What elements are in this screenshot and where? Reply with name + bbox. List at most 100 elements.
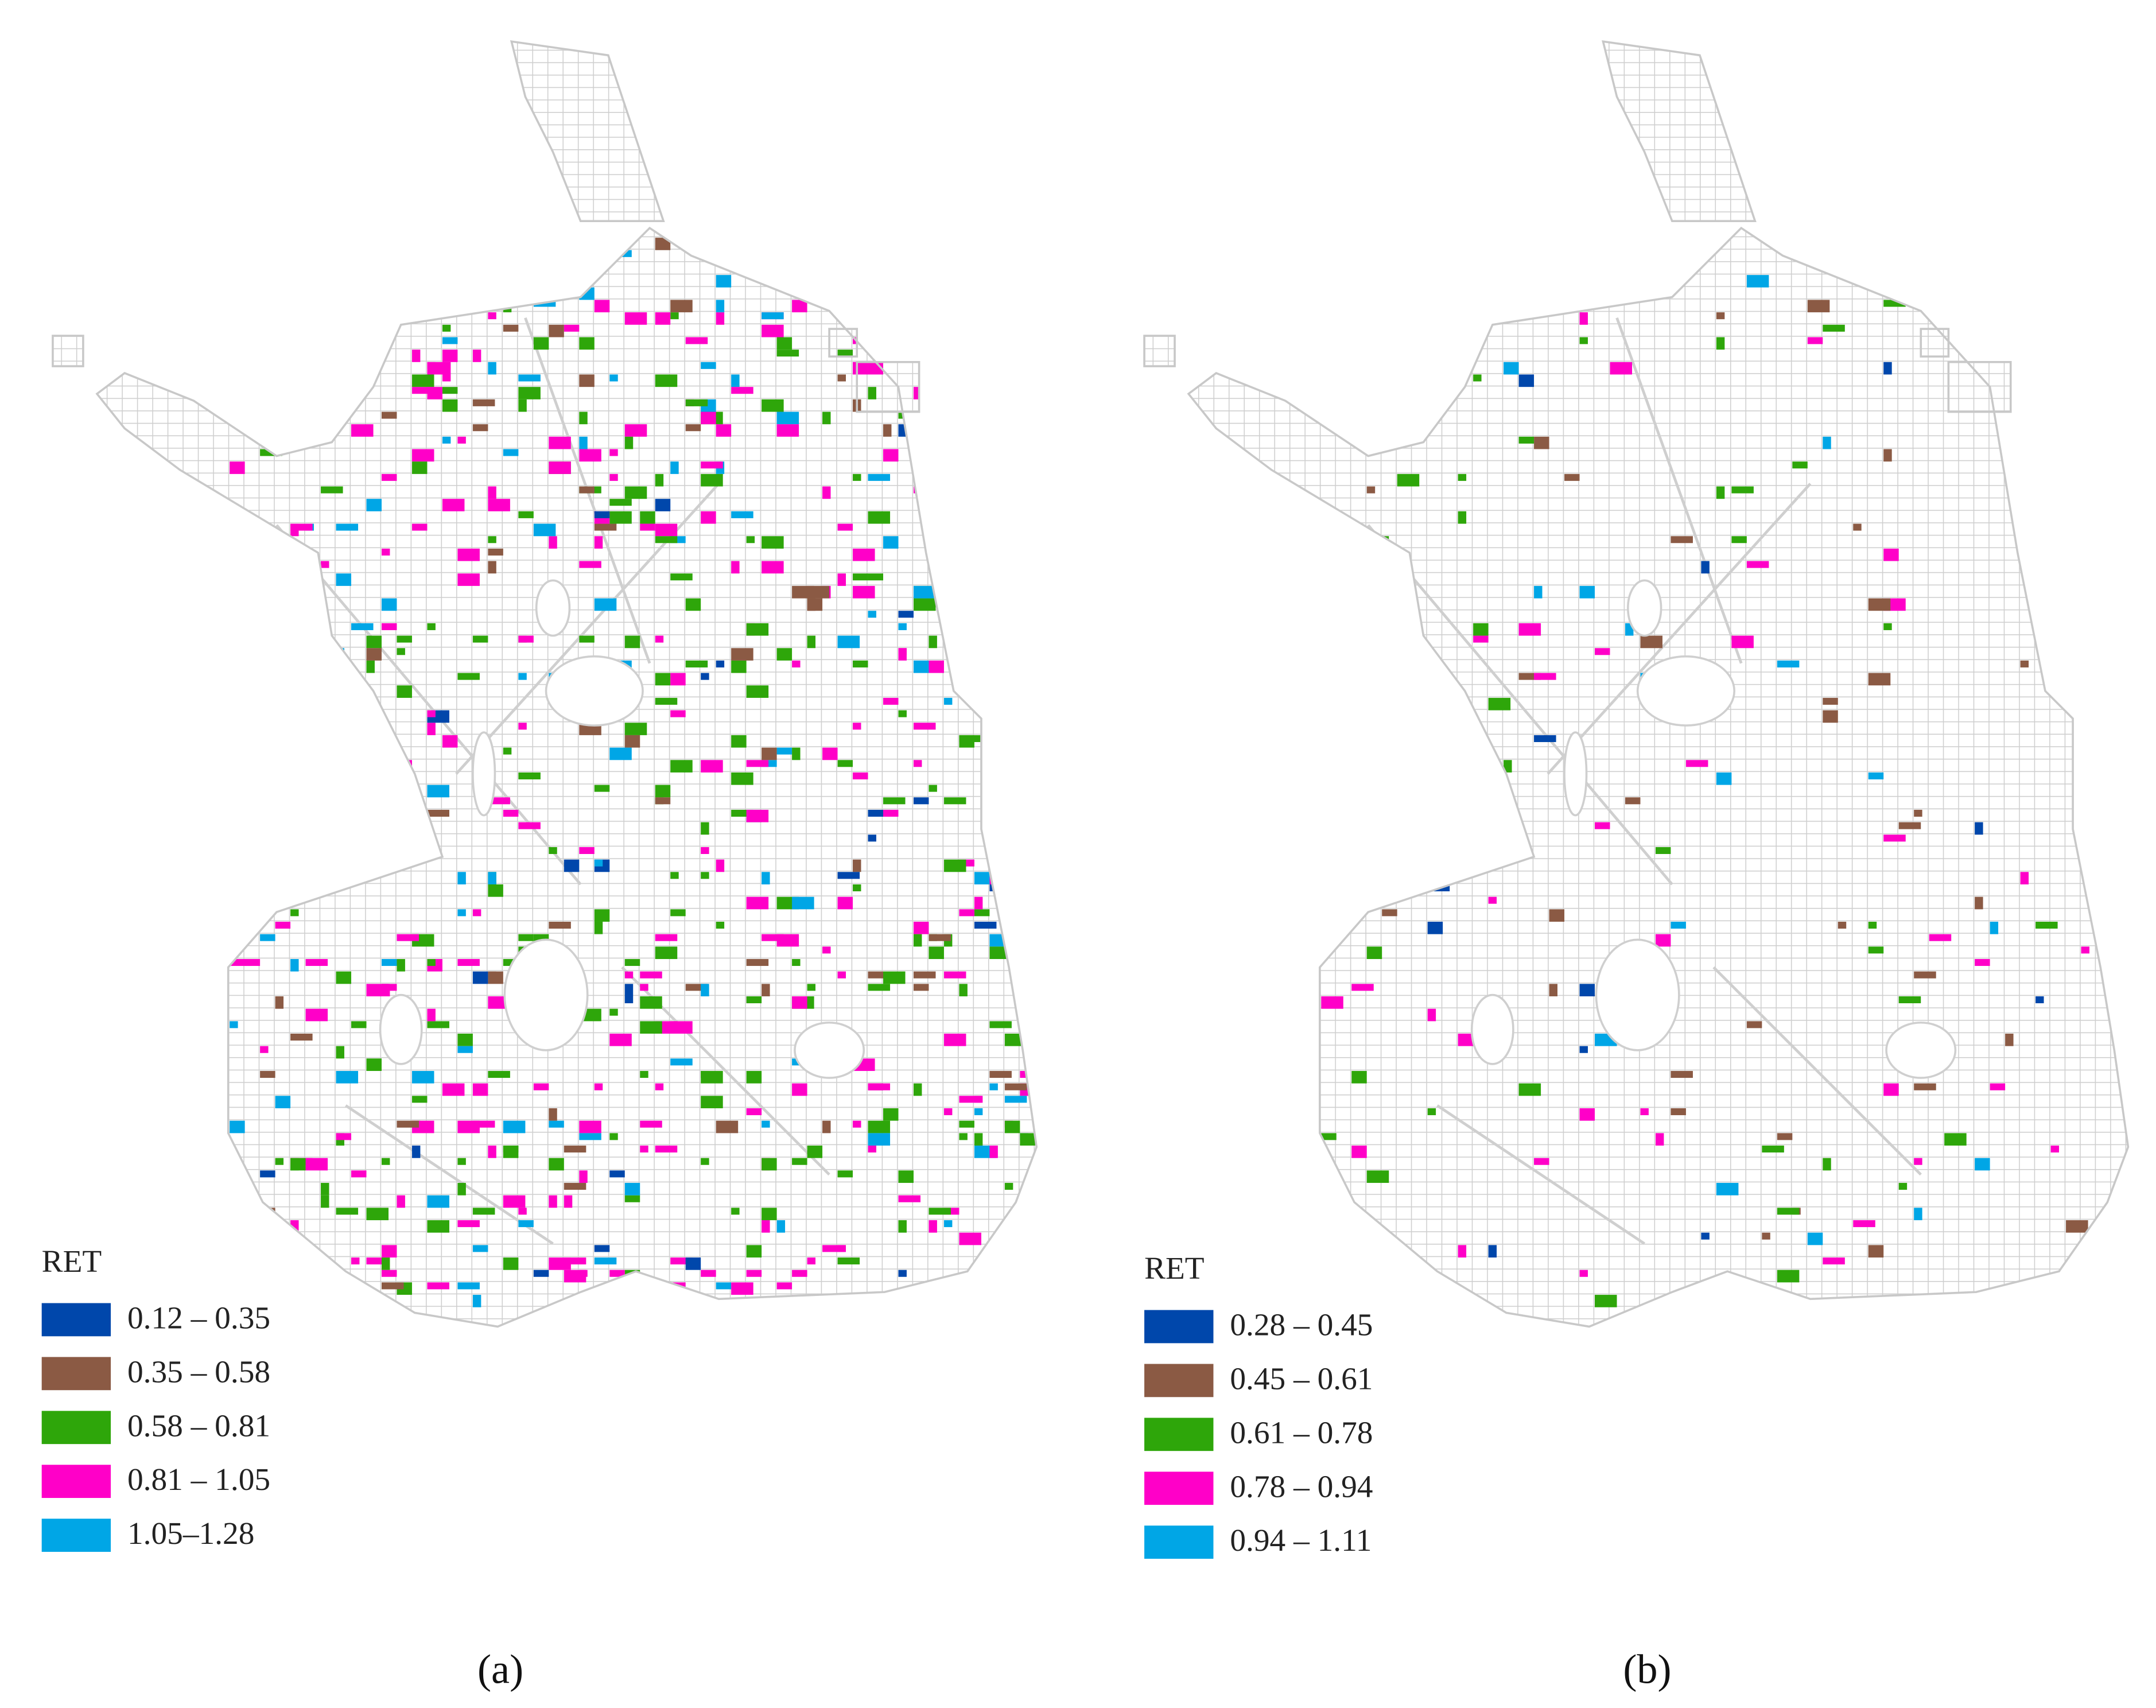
parcel bbox=[943, 362, 959, 369]
parcel bbox=[1321, 934, 1330, 941]
parcel bbox=[230, 909, 238, 917]
parcel bbox=[989, 1083, 998, 1090]
parcel bbox=[518, 934, 534, 941]
parcel bbox=[366, 499, 382, 511]
parcel bbox=[549, 1108, 557, 1121]
parcel bbox=[624, 1183, 640, 1195]
parcel bbox=[381, 1307, 404, 1320]
parcel bbox=[868, 984, 891, 991]
parcel bbox=[731, 1208, 740, 1215]
parcel bbox=[1351, 1146, 1367, 1158]
parcel bbox=[943, 449, 953, 462]
parcel bbox=[488, 275, 503, 282]
parcel bbox=[260, 324, 282, 332]
parcel bbox=[1883, 362, 1892, 375]
parcel bbox=[457, 573, 480, 586]
parcel bbox=[2126, 760, 2128, 773]
parcel bbox=[1579, 1270, 1588, 1277]
parcel bbox=[1595, 648, 1610, 655]
parcel bbox=[655, 523, 678, 537]
parcel bbox=[1823, 710, 1838, 723]
parcel bbox=[351, 1257, 360, 1265]
parcel bbox=[594, 536, 603, 549]
parcel bbox=[549, 1257, 571, 1270]
parcel bbox=[974, 312, 997, 325]
parcel bbox=[2096, 772, 2119, 779]
parcel bbox=[549, 436, 571, 449]
parcel bbox=[685, 1257, 701, 1270]
parcel bbox=[989, 324, 1005, 337]
parcel bbox=[1883, 548, 1899, 561]
parcel bbox=[701, 1270, 716, 1277]
parcel bbox=[518, 374, 541, 382]
parcel bbox=[685, 337, 708, 344]
parcel bbox=[503, 1146, 519, 1153]
parcel bbox=[1731, 635, 1754, 649]
parcel bbox=[807, 250, 823, 257]
parcel bbox=[1807, 250, 1816, 263]
parcel bbox=[716, 312, 725, 325]
parcel bbox=[670, 710, 686, 717]
parcel bbox=[290, 573, 313, 581]
parcel bbox=[503, 1257, 519, 1270]
parcel bbox=[624, 735, 640, 748]
parcel bbox=[989, 312, 1012, 325]
parcel bbox=[853, 660, 868, 667]
parcel bbox=[792, 300, 807, 313]
legend-swatch bbox=[1144, 1310, 1214, 1344]
parcel bbox=[1716, 337, 1725, 350]
legend-swatch bbox=[41, 1357, 111, 1391]
parcel bbox=[913, 934, 922, 947]
parcel bbox=[1004, 1257, 1020, 1265]
parcel bbox=[1382, 909, 1397, 917]
parcel bbox=[746, 996, 762, 1004]
parcel bbox=[442, 362, 451, 375]
parcel bbox=[1020, 1133, 1035, 1146]
parcel bbox=[624, 436, 634, 449]
parcel bbox=[260, 399, 275, 406]
parcel bbox=[275, 312, 291, 325]
legend-swatch bbox=[1144, 1525, 1214, 1559]
parcel bbox=[701, 1096, 723, 1109]
parcel bbox=[336, 1208, 359, 1215]
parcel bbox=[336, 523, 359, 531]
parcel bbox=[929, 275, 937, 282]
parcel bbox=[974, 896, 983, 910]
legend-title: RET bbox=[42, 1244, 102, 1279]
parcel bbox=[762, 1120, 770, 1128]
parcel bbox=[321, 1183, 329, 1195]
parcel bbox=[1035, 847, 1037, 860]
parcel bbox=[442, 499, 465, 511]
parcel bbox=[624, 424, 647, 437]
parcel bbox=[655, 1146, 678, 1153]
parcel bbox=[609, 1133, 618, 1140]
parcel bbox=[1488, 1245, 1497, 1258]
parcel bbox=[974, 1133, 983, 1146]
map-body bbox=[1144, 41, 2128, 1327]
parcel bbox=[868, 1146, 876, 1153]
parcel bbox=[1549, 909, 1565, 922]
parcel bbox=[533, 523, 556, 537]
parcel bbox=[929, 374, 937, 382]
lake bbox=[1626, 579, 1662, 637]
parcel bbox=[1382, 573, 1397, 586]
parcel bbox=[1868, 946, 1884, 954]
parcel bbox=[594, 1083, 603, 1090]
parcel bbox=[943, 287, 966, 294]
parcel bbox=[1458, 225, 1467, 238]
parcel bbox=[913, 275, 929, 282]
legend-swatch bbox=[1144, 1364, 1214, 1398]
legend-label: 0.94 – 1.11 bbox=[1230, 1523, 1372, 1558]
parcel bbox=[336, 1071, 359, 1084]
road bbox=[1367, 524, 1673, 886]
parcel bbox=[594, 511, 610, 518]
parcel bbox=[2050, 1146, 2060, 1153]
parcel bbox=[472, 1083, 488, 1096]
parcel bbox=[989, 822, 1005, 829]
parcel bbox=[989, 934, 1005, 947]
parcel bbox=[1321, 996, 1343, 1009]
parcel bbox=[366, 648, 382, 661]
parcel bbox=[1959, 250, 1968, 257]
parcel bbox=[883, 536, 899, 549]
